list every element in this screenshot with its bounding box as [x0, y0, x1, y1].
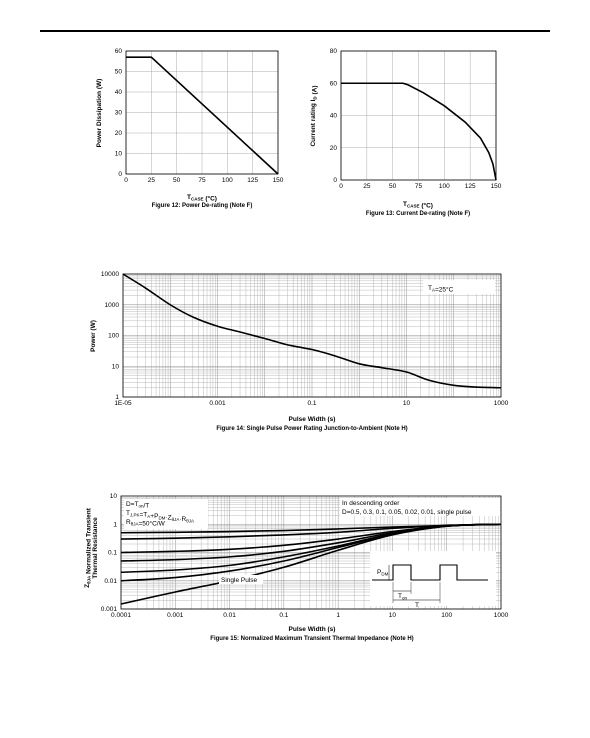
- fig13-y-tick-label: 20: [330, 145, 338, 152]
- fig12-x-tick-label: 125: [247, 177, 258, 184]
- fig14-title: Figure 14: Single Pulse Power Rating Jun…: [216, 426, 407, 432]
- fig15-y-axis-label: ZθJA Normalized Transient: [84, 507, 93, 588]
- fig15-x-tick-label: 0.001: [167, 612, 184, 619]
- fig13-x-tick-label: 125: [465, 183, 476, 190]
- fig15-x-tick-label: 1: [336, 612, 340, 619]
- fig15-x-tick-label: 1000: [494, 612, 509, 619]
- fig13-x-tick-label: 0: [339, 183, 343, 190]
- fig15-x-tick-label: 0.0001: [111, 612, 131, 619]
- fig13-series-line: [341, 82, 497, 181]
- fig13-y-tick-label: 80: [330, 48, 338, 55]
- fig15-y-tick-label: 0.01: [104, 578, 117, 585]
- fig13-y-axis-label: Current rating ID (A): [310, 85, 319, 146]
- fig15-single-pulse-label: Single Pulse: [221, 577, 258, 584]
- fig14-x-tick-label: 1E-05: [114, 400, 132, 407]
- fig12-y-tick-label: 20: [115, 130, 123, 137]
- fig13-x-tick-label: 150: [491, 183, 502, 190]
- fig15-legend-title: In descending order: [342, 500, 400, 507]
- page-top-rule: [40, 30, 550, 32]
- fig13-x-axis-label: TCASE (°C): [403, 201, 433, 210]
- fig15-series-line: [120, 523, 502, 605]
- fig14-x-tick-label: 0.001: [209, 400, 226, 407]
- fig15-single-pulse-box: [219, 575, 263, 584]
- fig12-title: Figure 12: Power De-rating (Note F): [152, 203, 253, 209]
- fig14-y-tick-label: 1000: [105, 302, 120, 309]
- fig12-x-tick-label: 0: [124, 177, 128, 184]
- fig14-y-tick-label: 10000: [101, 271, 119, 278]
- fig15-x-tick-label: 0.01: [223, 612, 236, 619]
- fig14-y-tick-label: 1: [115, 394, 119, 401]
- fig13-y-tick-label: 0: [333, 177, 337, 184]
- fig14-y-axis-label: Power (W): [90, 320, 97, 352]
- fig12-y-tick-label: 30: [115, 110, 123, 117]
- fig13-x-tick-label: 50: [389, 183, 397, 190]
- fig15-inset-pdm-label: PDM: [377, 569, 389, 577]
- fig15-inset-pulse-train: [372, 564, 488, 581]
- fig14-annotation: TA=25°C: [428, 285, 454, 294]
- fig13-x-tick-label: 75: [415, 183, 423, 190]
- fig15-note-tj: TJ,PK=TA+PDM·ZθJA·RθJA: [126, 510, 194, 524]
- fig15-inset-ton-label: Ton: [398, 593, 407, 601]
- fig15-x-tick-label: 100: [441, 612, 452, 619]
- fig15-notes-box: [124, 499, 208, 529]
- fig12-y-tick-label: 0: [118, 171, 122, 178]
- fig12-plot-frame: [125, 50, 279, 175]
- fig12-x-axis-label: TCASE (°C): [187, 194, 217, 203]
- fig13-x-tick-label: 25: [363, 183, 371, 190]
- fig13-y-tick-label: 60: [330, 80, 338, 87]
- fig14-x-tick-label: 10: [403, 400, 411, 407]
- fig15-x-axis-label: Pulse Width (s): [289, 626, 336, 633]
- fig15-x-tick-label: 0.1: [279, 612, 288, 619]
- fig15-y-tick-label: 0.001: [101, 606, 118, 613]
- fig15-y-tick-label: 0.1: [108, 550, 117, 557]
- fig13-plot-frame: [340, 50, 497, 181]
- fig12-y-axis-label: Power Dissipation (W): [96, 79, 103, 148]
- fig13-y-tick-label: 40: [330, 113, 338, 120]
- fig14-plot-frame: [122, 273, 502, 398]
- fig15-legend-box: [340, 498, 500, 516]
- fig15-y-axis-label-2: Thermal Resistance: [92, 517, 99, 579]
- fig15-note-duty: D=Ton/T: [126, 501, 149, 510]
- fig13-x-tick-label: 100: [439, 183, 450, 190]
- fig14-x-axis-label: Pulse Width (s): [289, 416, 336, 423]
- fig12-y-tick-label: 50: [115, 69, 123, 76]
- fig15-title: Figure 15: Normalized Maximum Transient …: [210, 636, 413, 642]
- fig15-y-tick-label: 10: [110, 493, 118, 500]
- fig12-x-tick-label: 75: [198, 177, 206, 184]
- fig15-note-rtheta: RθJA=50°C/W: [126, 519, 166, 528]
- fig14-y-tick-label: 100: [108, 333, 119, 340]
- fig12-x-tick-label: 25: [148, 177, 156, 184]
- fig14-y-tick-label: 10: [112, 363, 120, 370]
- fig15-y-tick-label: 1: [113, 521, 117, 528]
- fig14-x-tick-label: 0.1: [307, 400, 316, 407]
- fig15-inset-bg: [370, 551, 496, 606]
- fig12-y-tick-label: 10: [115, 151, 123, 158]
- fig13-title: Figure 13: Current De-rating (Note F): [366, 211, 470, 217]
- fig12-x-tick-label: 100: [222, 177, 233, 184]
- fig12-y-tick-label: 60: [115, 48, 123, 55]
- fig12-x-tick-label: 150: [273, 177, 284, 184]
- fig15-legend-values: D=0.5, 0.3, 0.1, 0.05, 0.02, 0.01, singl…: [342, 509, 472, 516]
- fig14-x-tick-label: 1000: [494, 400, 509, 407]
- fig15-x-tick-label: 10: [389, 612, 397, 619]
- fig14-annotation-box: [423, 280, 495, 294]
- fig15-inset-t-label: T: [415, 602, 419, 609]
- fig12-y-tick-label: 40: [115, 89, 123, 96]
- fig12-x-tick-label: 50: [173, 177, 181, 184]
